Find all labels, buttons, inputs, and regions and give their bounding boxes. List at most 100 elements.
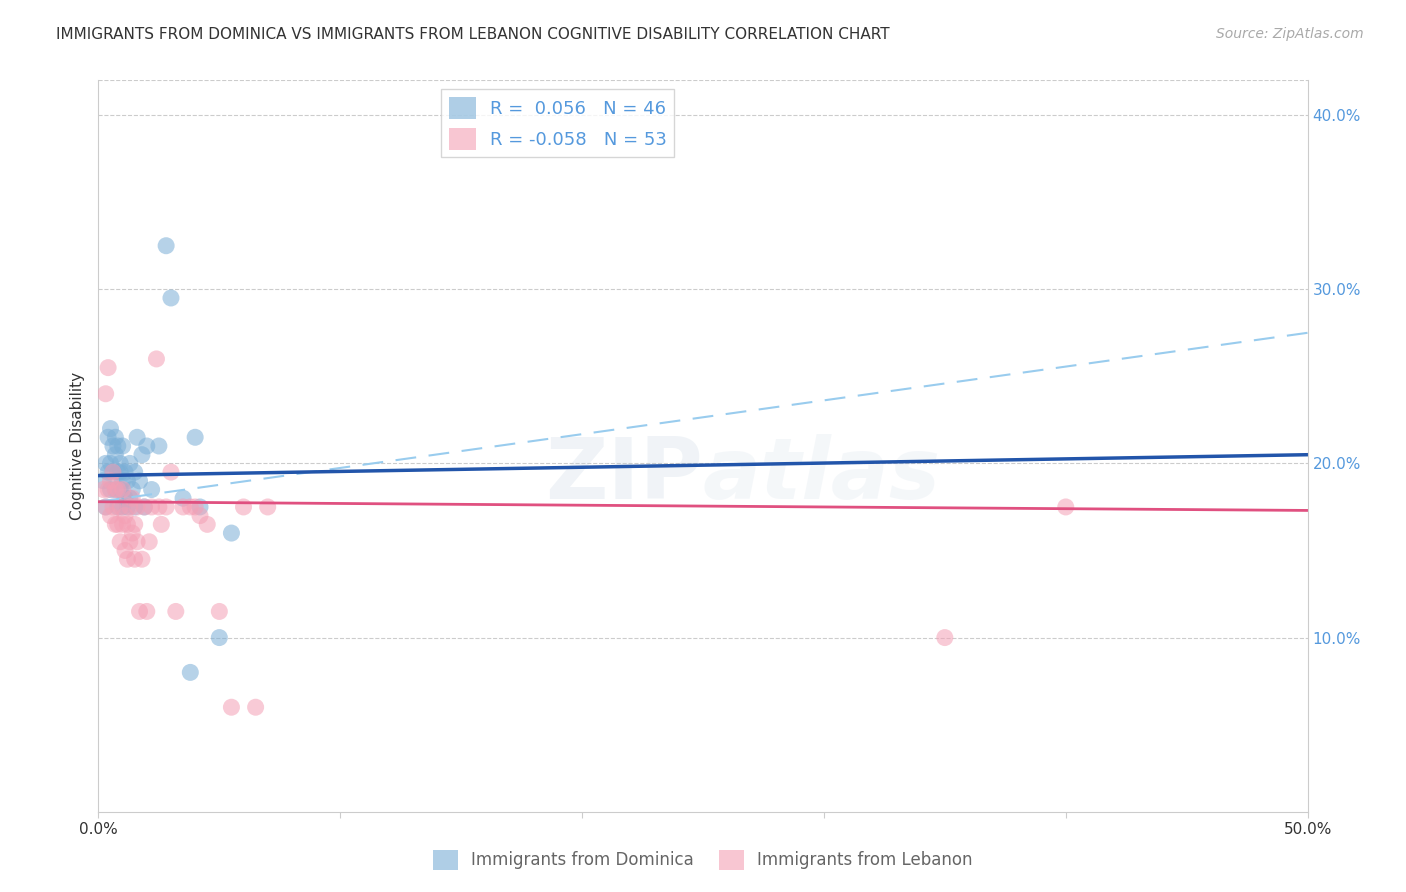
Point xyxy=(127,534,149,549)
Point xyxy=(104,483,127,497)
Text: Source: ZipAtlas.com: Source: ZipAtlas.com xyxy=(1216,27,1364,41)
Point xyxy=(94,500,117,514)
Point xyxy=(107,500,129,514)
Point xyxy=(100,474,122,488)
Point xyxy=(111,500,134,514)
Point xyxy=(107,439,129,453)
Point xyxy=(160,465,183,479)
Point xyxy=(117,552,139,566)
Point xyxy=(114,491,136,506)
Point xyxy=(108,457,131,471)
Point xyxy=(104,483,127,497)
Point xyxy=(131,448,153,462)
Point xyxy=(188,500,211,514)
Point xyxy=(107,465,129,479)
Point xyxy=(256,500,278,514)
Text: ZIP: ZIP xyxy=(546,434,703,516)
Point xyxy=(124,517,146,532)
Point xyxy=(165,604,187,618)
Point xyxy=(100,421,122,435)
Point xyxy=(117,474,139,488)
Point xyxy=(118,491,141,506)
Point xyxy=(1054,500,1077,514)
Point xyxy=(117,500,139,514)
Point xyxy=(100,508,122,523)
Point xyxy=(114,543,136,558)
Point xyxy=(131,552,153,566)
Point xyxy=(97,465,120,479)
Point xyxy=(134,500,156,514)
Point xyxy=(94,386,117,401)
Point xyxy=(111,483,134,497)
Point xyxy=(141,483,163,497)
Point xyxy=(107,483,129,497)
Point xyxy=(94,457,117,471)
Point xyxy=(91,474,114,488)
Point xyxy=(188,508,211,523)
Point xyxy=(155,238,177,252)
Point xyxy=(100,457,122,471)
Point xyxy=(101,439,124,453)
Point xyxy=(111,517,134,532)
Point xyxy=(114,508,136,523)
Point xyxy=(127,500,149,514)
Point xyxy=(108,465,131,479)
Point xyxy=(184,500,207,514)
Point xyxy=(232,500,254,514)
Point xyxy=(135,439,157,453)
Point xyxy=(184,430,207,444)
Point xyxy=(145,351,167,366)
Point xyxy=(94,500,117,514)
Point xyxy=(111,474,134,488)
Point xyxy=(108,534,131,549)
Point xyxy=(208,604,231,618)
Point xyxy=(172,500,194,514)
Point xyxy=(107,517,129,532)
Y-axis label: Cognitive Disability: Cognitive Disability xyxy=(69,372,84,520)
Point xyxy=(111,439,134,453)
Point xyxy=(934,631,956,645)
Point xyxy=(172,491,194,506)
Point xyxy=(108,483,131,497)
Point xyxy=(128,604,150,618)
Point xyxy=(128,474,150,488)
Legend: Immigrants from Dominica, Immigrants from Lebanon: Immigrants from Dominica, Immigrants fro… xyxy=(426,843,980,877)
Point xyxy=(104,448,127,462)
Point xyxy=(138,534,160,549)
Point xyxy=(141,500,163,514)
Point xyxy=(114,465,136,479)
Point xyxy=(117,517,139,532)
Point xyxy=(135,604,157,618)
Point xyxy=(118,500,141,514)
Point xyxy=(121,483,143,497)
Point xyxy=(124,552,146,566)
Point xyxy=(127,430,149,444)
Point xyxy=(148,500,170,514)
Point xyxy=(160,291,183,305)
Point xyxy=(100,483,122,497)
Point xyxy=(150,517,173,532)
Point xyxy=(221,526,243,541)
Point xyxy=(104,430,127,444)
Point xyxy=(148,439,170,453)
Point xyxy=(208,631,231,645)
Point xyxy=(179,500,201,514)
Point xyxy=(91,483,114,497)
Point xyxy=(179,665,201,680)
Point xyxy=(124,465,146,479)
Point xyxy=(195,517,218,532)
Text: atlas: atlas xyxy=(703,434,941,516)
Point xyxy=(118,457,141,471)
Point xyxy=(118,534,141,549)
Point xyxy=(245,700,267,714)
Point xyxy=(101,465,124,479)
Point xyxy=(124,500,146,514)
Point xyxy=(97,483,120,497)
Point xyxy=(134,500,156,514)
Point xyxy=(121,491,143,506)
Point xyxy=(121,526,143,541)
Point xyxy=(97,360,120,375)
Point xyxy=(221,700,243,714)
Point xyxy=(155,500,177,514)
Point xyxy=(101,465,124,479)
